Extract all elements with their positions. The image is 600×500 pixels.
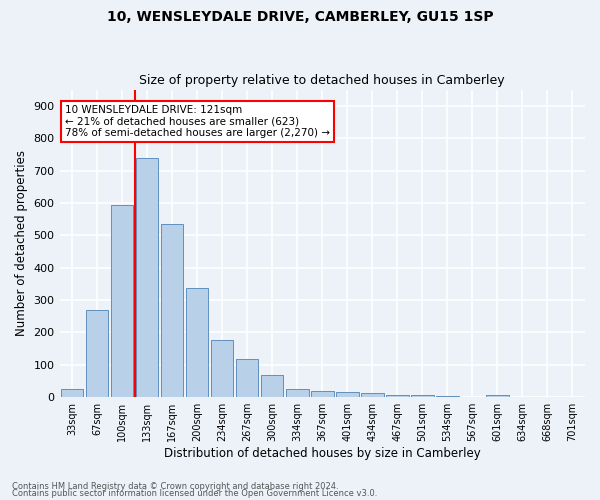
Bar: [286, 389, 308, 397]
Y-axis label: Number of detached properties: Number of detached properties: [15, 150, 28, 336]
Bar: [486, 394, 509, 397]
Bar: [336, 392, 359, 397]
Bar: [61, 389, 83, 397]
Bar: [261, 375, 283, 397]
Title: Size of property relative to detached houses in Camberley: Size of property relative to detached ho…: [139, 74, 505, 87]
Bar: [136, 158, 158, 397]
Bar: [186, 288, 208, 397]
Text: Contains HM Land Registry data © Crown copyright and database right 2024.: Contains HM Land Registry data © Crown c…: [12, 482, 338, 491]
Bar: [436, 396, 458, 397]
Bar: [386, 394, 409, 397]
Bar: [236, 359, 259, 397]
Bar: [86, 310, 109, 397]
Bar: [411, 396, 434, 397]
Bar: [161, 224, 184, 397]
Bar: [361, 394, 383, 397]
Text: 10, WENSLEYDALE DRIVE, CAMBERLEY, GU15 1SP: 10, WENSLEYDALE DRIVE, CAMBERLEY, GU15 1…: [107, 10, 493, 24]
Bar: [111, 204, 133, 397]
Bar: [311, 392, 334, 397]
X-axis label: Distribution of detached houses by size in Camberley: Distribution of detached houses by size …: [164, 447, 481, 460]
Bar: [211, 340, 233, 397]
Text: Contains public sector information licensed under the Open Government Licence v3: Contains public sector information licen…: [12, 489, 377, 498]
Text: 10 WENSLEYDALE DRIVE: 121sqm
← 21% of detached houses are smaller (623)
78% of s: 10 WENSLEYDALE DRIVE: 121sqm ← 21% of de…: [65, 105, 330, 138]
